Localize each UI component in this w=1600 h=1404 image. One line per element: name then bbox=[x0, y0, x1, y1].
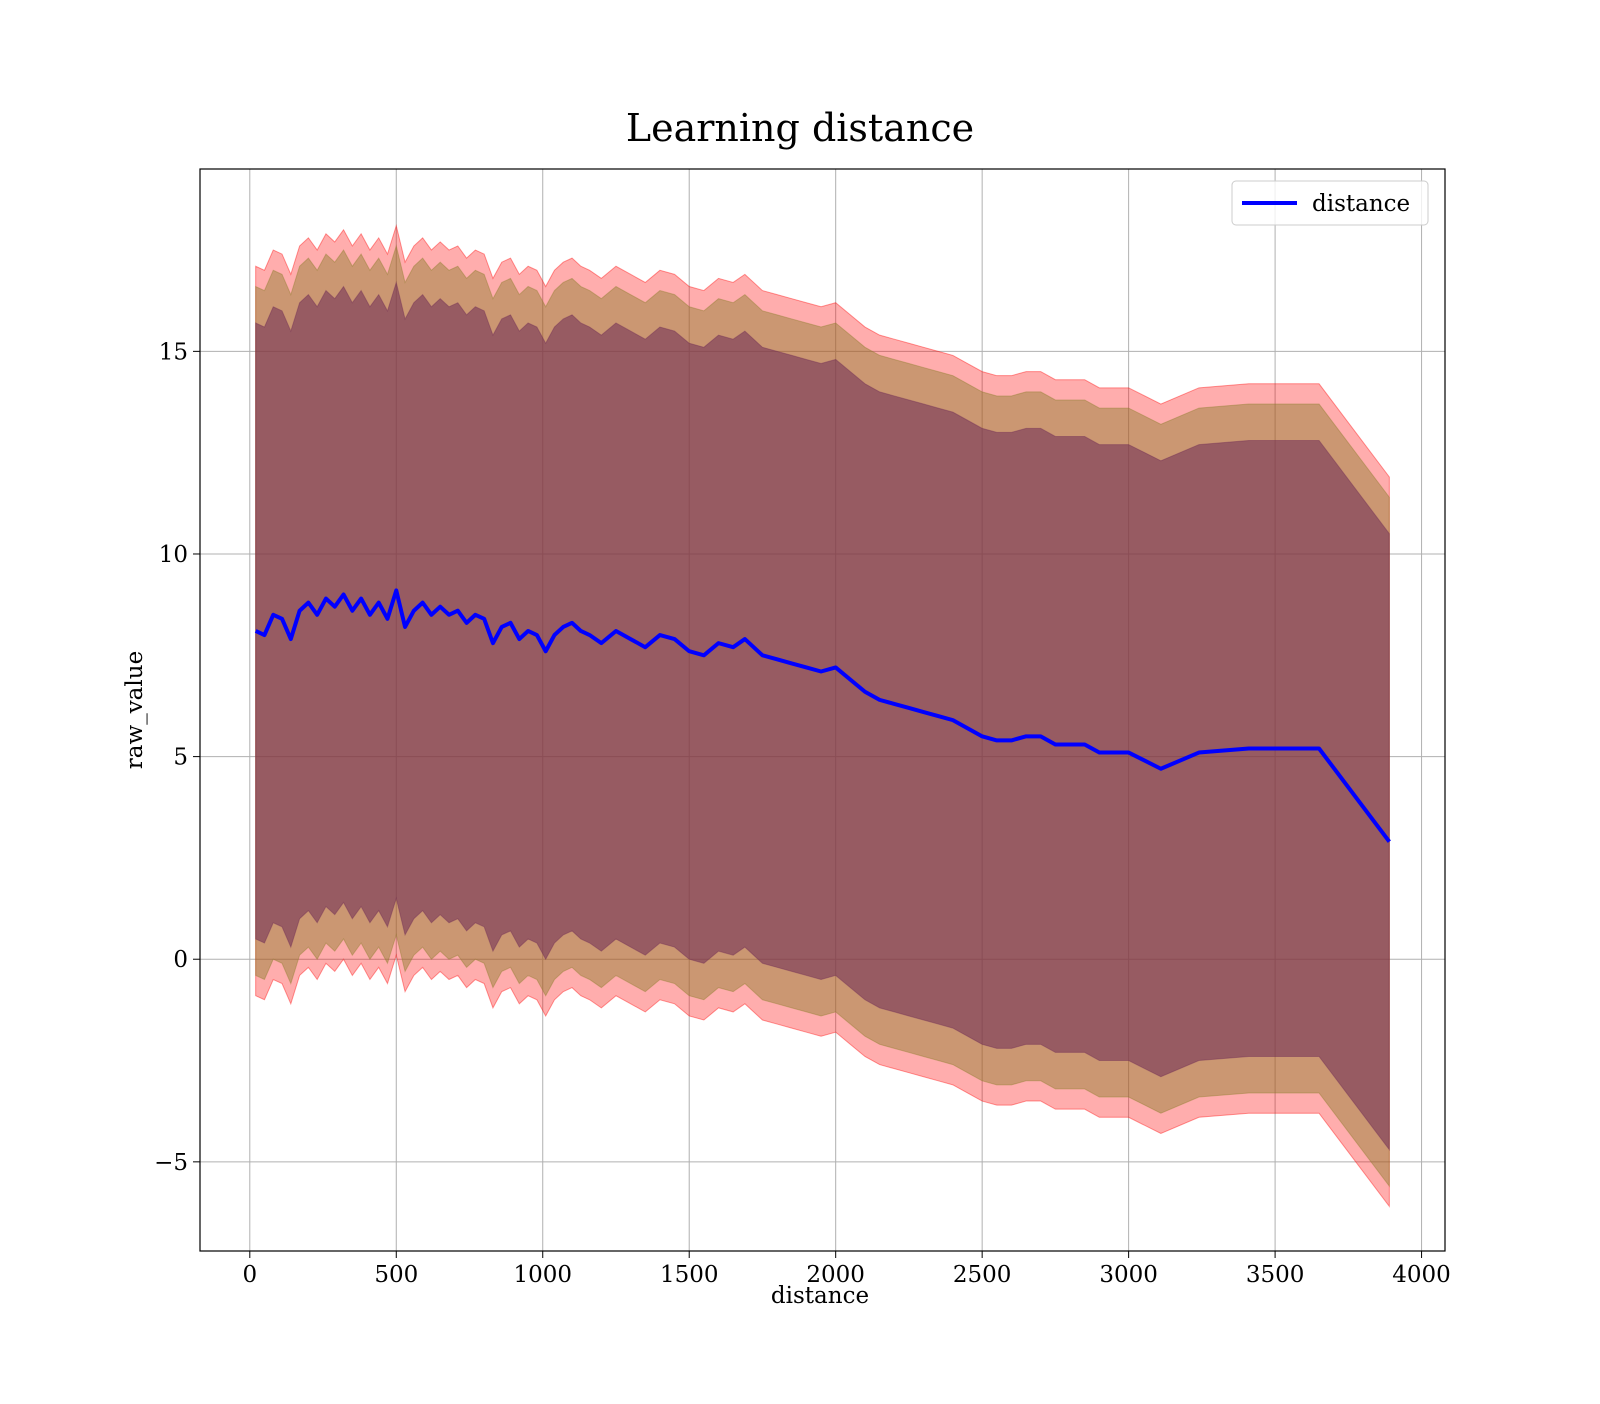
x-tick-label-5: 2500 bbox=[953, 1262, 1012, 1288]
x-tick-label-3: 1500 bbox=[660, 1262, 719, 1288]
legend: distance bbox=[1232, 181, 1428, 225]
y-tick-label-1: 0 bbox=[173, 947, 188, 973]
x-tick-label-0: 0 bbox=[242, 1262, 257, 1288]
x-tick-label-7: 3500 bbox=[1246, 1262, 1305, 1288]
x-tick-label-6: 3000 bbox=[1099, 1262, 1158, 1288]
y-axis-label: raw_value bbox=[122, 651, 148, 769]
band-layer bbox=[256, 226, 1390, 1207]
legend-label-distance: distance bbox=[1312, 191, 1410, 217]
y-tick-label-3: 10 bbox=[159, 542, 188, 568]
x-tick-label-2: 1000 bbox=[513, 1262, 572, 1288]
y-tick-label-4: 15 bbox=[159, 339, 188, 365]
y-tick-label-2: 5 bbox=[173, 745, 188, 771]
y-tick-label-0: −5 bbox=[154, 1150, 188, 1176]
x-tick-label-4: 2000 bbox=[806, 1262, 865, 1288]
x-tick-label-1: 500 bbox=[374, 1262, 418, 1288]
x-tick-label-8: 4000 bbox=[1392, 1262, 1451, 1288]
chart-title: Learning distance bbox=[626, 106, 974, 150]
